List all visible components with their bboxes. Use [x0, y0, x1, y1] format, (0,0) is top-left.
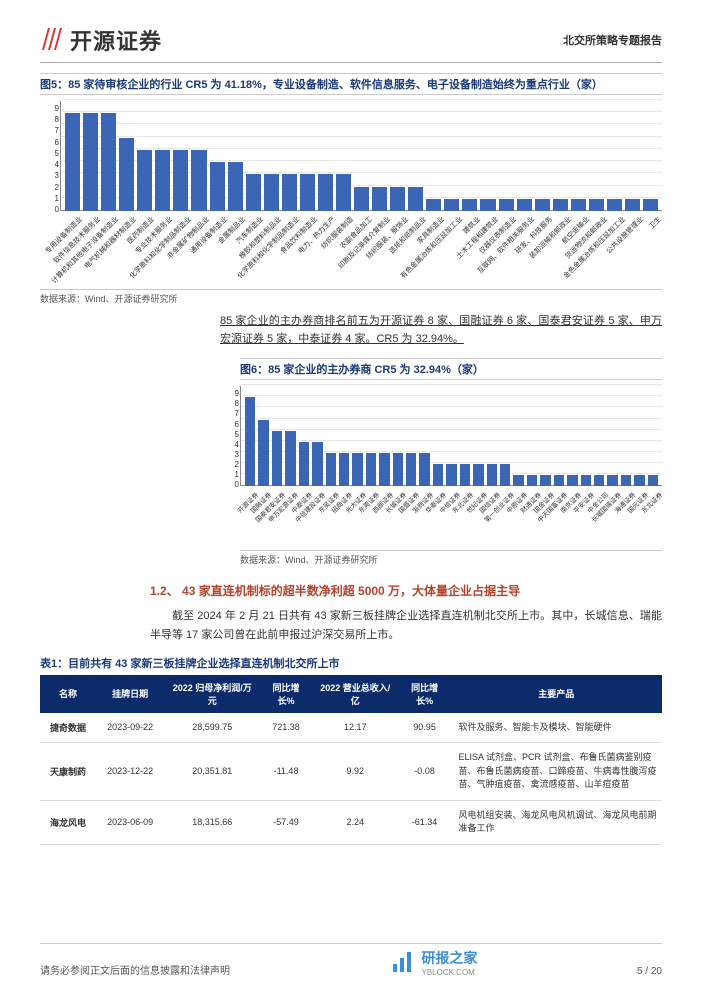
fig5-source: 数据来源：Wind、开源证券研究所 — [40, 289, 662, 305]
disclaimer-text: 请务必参阅正文后面的信息披露和法律声明 — [40, 962, 230, 977]
fig6-title: 图6：85 家企业的主办券商 CR5 为 32.94%（家） — [240, 358, 662, 380]
company-logo: 开源证券 — [40, 24, 162, 56]
fig5-title: 图5：85 家待审核企业的行业 CR5 为 41.18%，专业设备制造、软件信息… — [40, 73, 662, 95]
watermark-title: 研报之家 — [421, 950, 477, 966]
page-header: 开源证券 北交所策略专题报告 — [40, 24, 662, 63]
fig6-source: 数据来源：Wind、开源证券研究所 — [240, 550, 662, 566]
table1: 名称挂牌日期2022 归母净利润/万元同比增长%2022 营业总收入/亿同比增长… — [40, 675, 662, 845]
watermark-icon — [389, 950, 415, 976]
section-heading: 1.2、 43 家直连机制标的超半数净利超 5000 万，大体量企业占据主导 — [40, 582, 662, 599]
section-paragraph: 截至 2024 年 2 月 21 日共有 43 家新三板挂牌企业选择直连机制北交… — [40, 607, 662, 644]
page-footer: 请务必参阅正文后面的信息披露和法律声明 研报之家 YBLOCK.COM 5 / … — [40, 943, 662, 977]
table1-title: 表1：目前共有 43 家新三板挂牌企业选择直连机制北交所上市 — [40, 655, 662, 671]
report-type-label: 北交所策略专题报告 — [563, 32, 662, 48]
fig5-chart: 9876543210 专用设备制造业软件信息技术服务业计算机和其他电子设备制造业… — [60, 101, 662, 285]
mid-paragraph: 85 家企业的主办券商排名前五为开源证券 8 家、国融证券 6 家、国泰君安证券… — [40, 313, 662, 348]
fig6-chart: 9876543210 开源证券国融证券国泰君安证券申万宏源证券中泰证券中信建投证… — [240, 386, 662, 546]
page-number: 5 / 20 — [637, 966, 662, 977]
watermark-url: YBLOCK.COM — [421, 968, 477, 977]
watermark: 研报之家 YBLOCK.COM — [389, 948, 477, 977]
company-name: 开源证券 — [70, 24, 162, 56]
logo-icon — [40, 26, 64, 54]
